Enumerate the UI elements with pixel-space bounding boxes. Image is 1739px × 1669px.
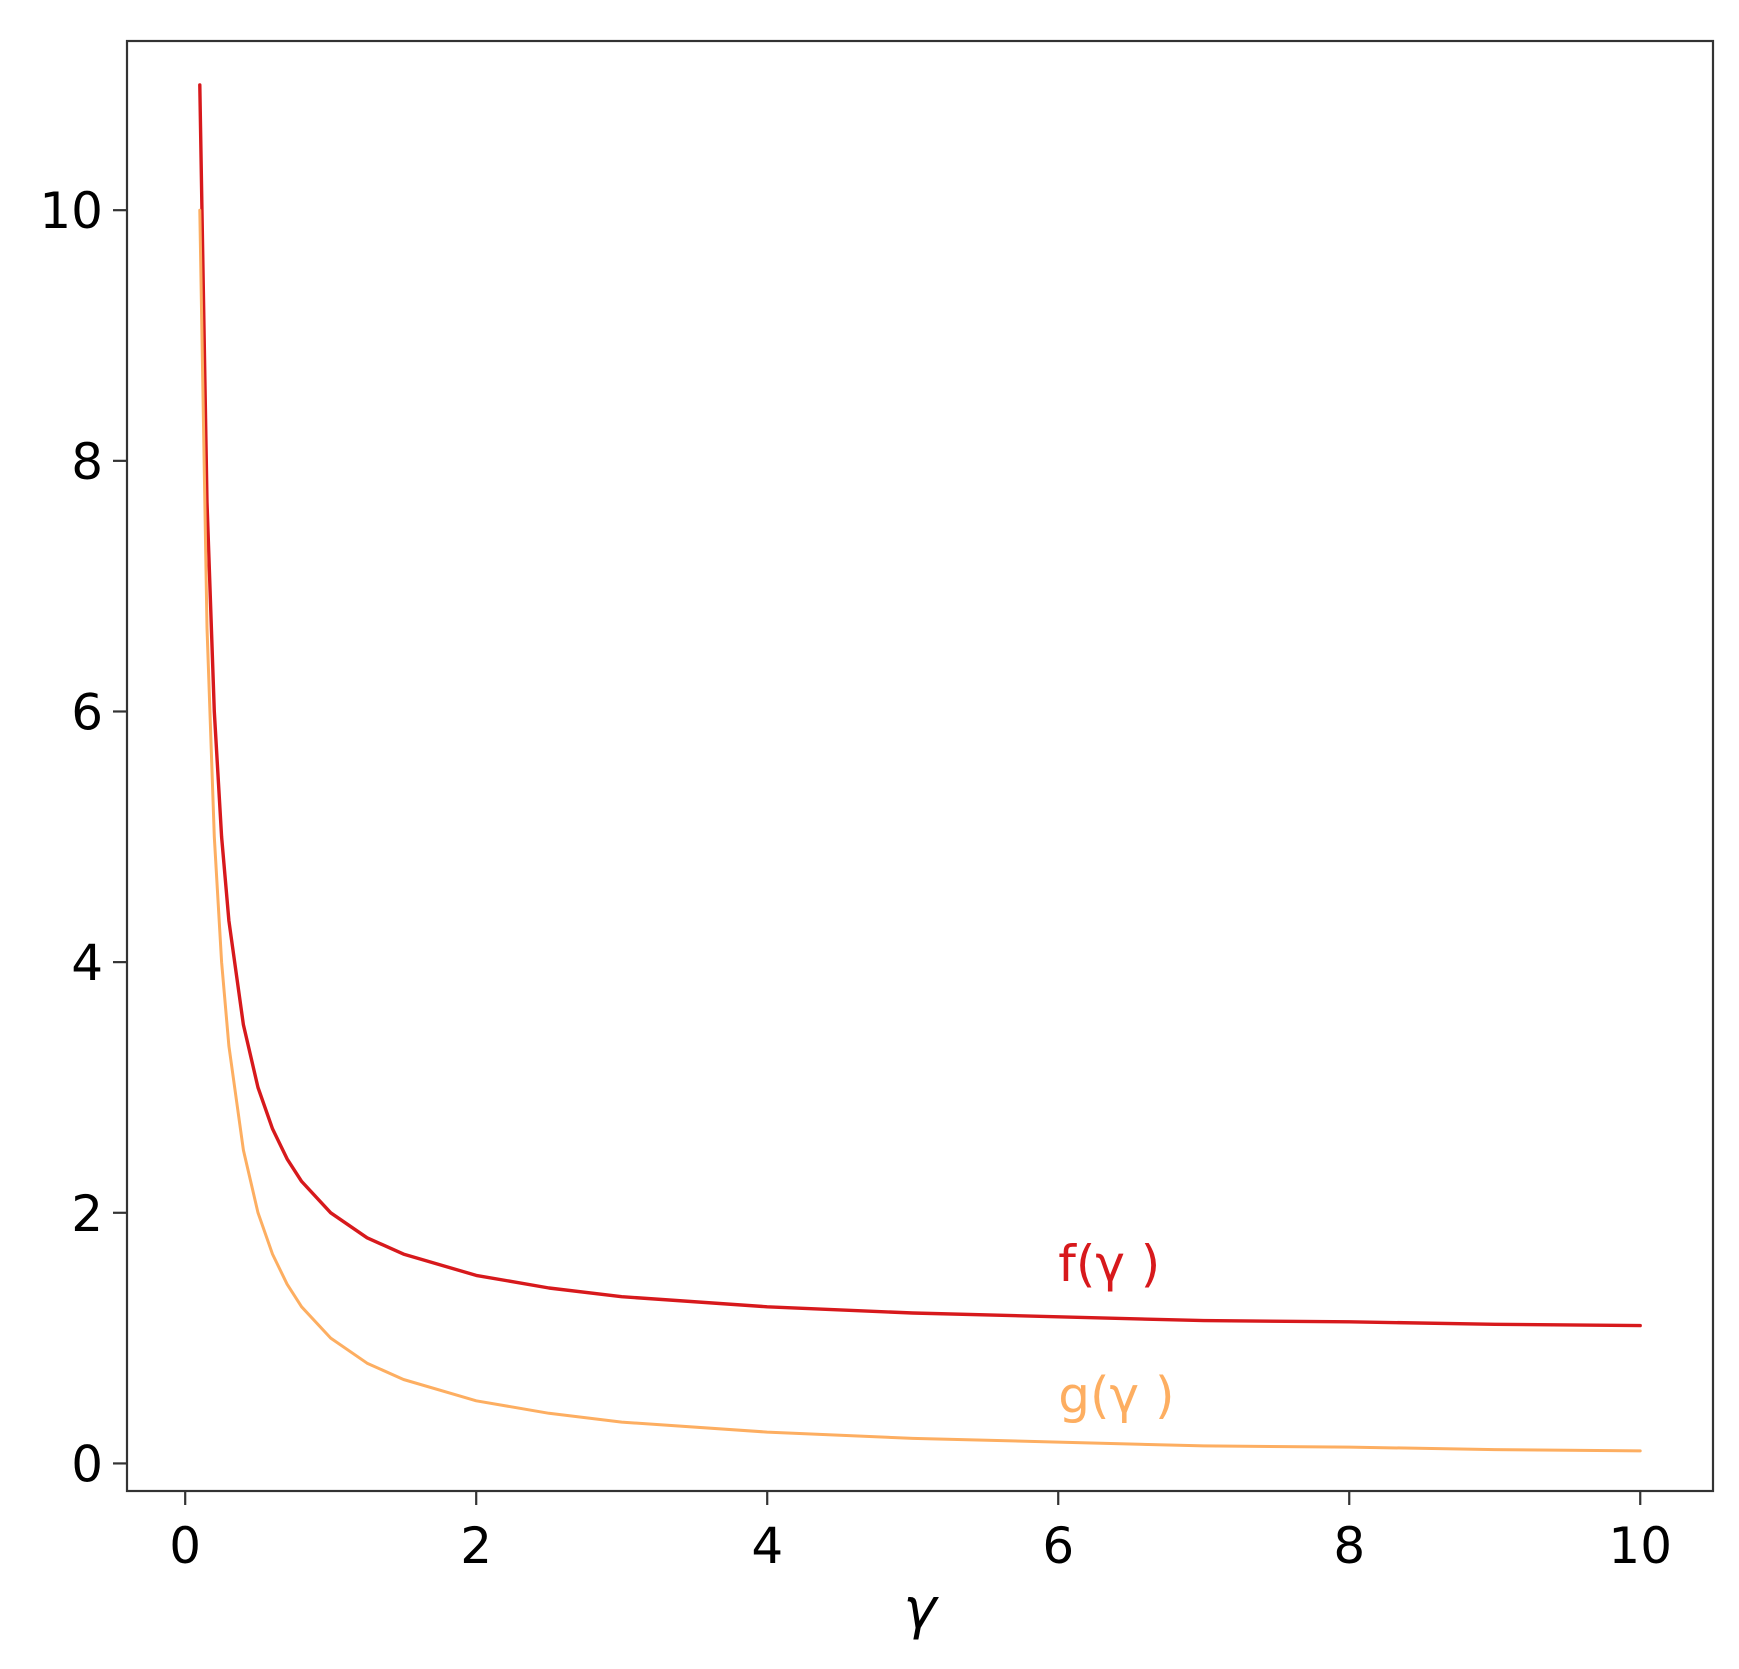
y-tick-label: 10 — [39, 182, 103, 240]
series-lines — [198, 83, 1642, 1453]
x-axis-title: γ — [903, 1577, 939, 1642]
x-tick-label: 0 — [169, 1517, 201, 1575]
y-tick-label: 2 — [71, 1185, 103, 1243]
y-tick-label: 6 — [71, 683, 103, 741]
x-tick-label: 10 — [1608, 1517, 1672, 1575]
series-line-g — [198, 208, 1642, 1453]
y-tick-label: 8 — [71, 433, 103, 491]
x-axis: 0 2 4 6 8 10 — [169, 1491, 1672, 1575]
series-label-g: g(γ ) — [1058, 1367, 1174, 1425]
y-tick-label: 4 — [71, 934, 103, 992]
y-tick-label: 0 — [71, 1435, 103, 1493]
x-tick-label: 4 — [751, 1517, 783, 1575]
x-tick-label: 2 — [460, 1517, 492, 1575]
series-line-f — [198, 83, 1642, 1328]
plot-area — [125, 39, 1715, 1493]
y-axis: 0 2 4 6 8 10 — [39, 182, 127, 1493]
series-annotations: f(γ ) g(γ ) — [1058, 1235, 1174, 1425]
plot-frame — [125, 39, 1715, 1493]
x-tick-label: 6 — [1042, 1517, 1074, 1575]
series-label-f: f(γ ) — [1058, 1235, 1160, 1293]
x-tick-label: 8 — [1333, 1517, 1365, 1575]
